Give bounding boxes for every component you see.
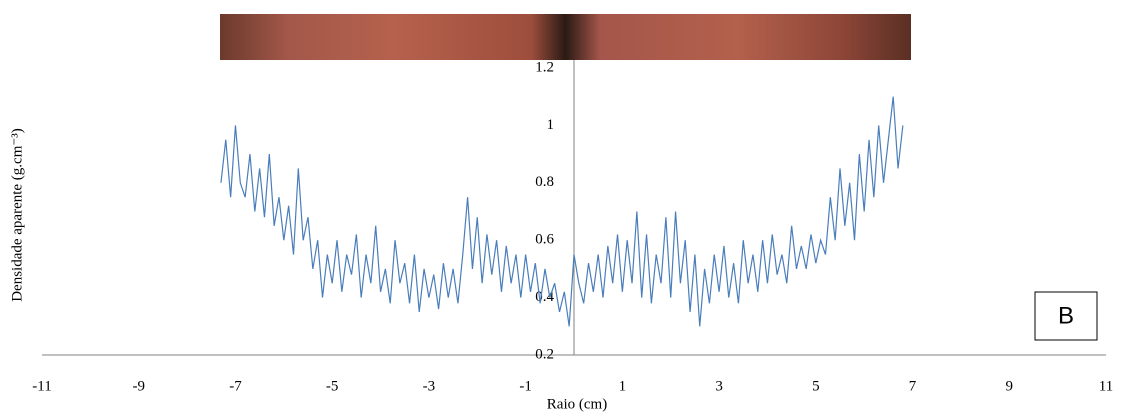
x-tick-label: -11	[32, 378, 51, 394]
x-tick-label: 1	[619, 378, 627, 394]
y-tick-label: 0.2	[535, 346, 554, 362]
x-tick-label: -7	[229, 378, 242, 394]
y-axis-title: Densidade aparente (g.cm⁻³)	[9, 128, 25, 302]
x-tick-label: -9	[132, 378, 145, 394]
annotation-box	[1034, 291, 1098, 341]
x-tick-label: 9	[1006, 378, 1014, 394]
x-tick-label: -3	[423, 378, 436, 394]
y-tick-label: 0.8	[535, 174, 554, 190]
data-line	[220, 96, 904, 327]
x-axis-title: Raio (cm)	[547, 396, 607, 412]
x-tick-label: 3	[715, 378, 723, 394]
y-tick-label: 0.6	[535, 232, 554, 248]
y-tick-label: 1	[547, 117, 555, 133]
x-tick-label: -5	[326, 378, 339, 394]
y-tick-label: 1.2	[535, 59, 554, 75]
annotation: B	[1058, 302, 1074, 329]
x-tick-label: 5	[812, 378, 820, 394]
x-tick-label: 11	[1099, 378, 1113, 394]
x-tick-label: -1	[519, 378, 532, 394]
wood-sample-image	[220, 14, 911, 60]
x-tick-label: 7	[909, 378, 917, 394]
